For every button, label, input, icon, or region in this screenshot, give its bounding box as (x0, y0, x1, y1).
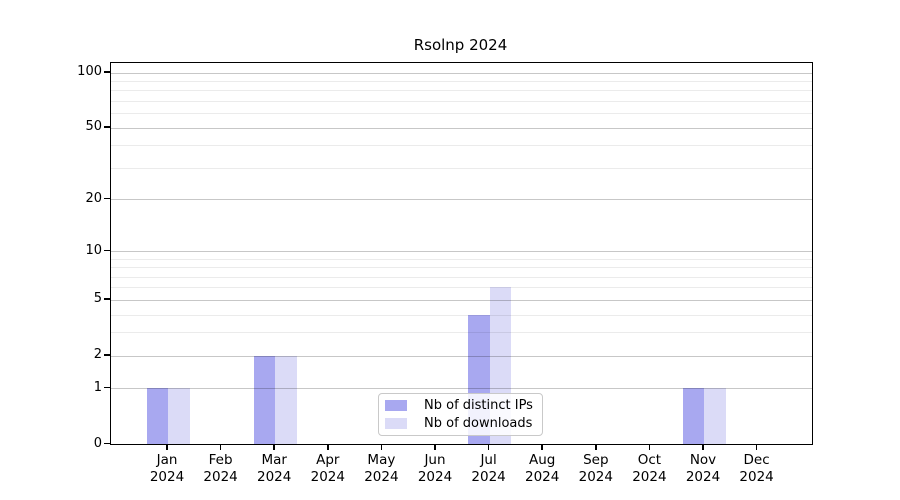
major-gridline (111, 127, 812, 129)
major-gridline (111, 199, 812, 201)
y-tick-label: 100 (77, 64, 102, 80)
chart-title: Rsolnp 2024 (413, 36, 508, 54)
x-tick-label-feb: Feb 2024 (203, 452, 238, 485)
x-tick-label-apr: Apr 2024 (310, 452, 345, 485)
major-gridline (111, 72, 812, 74)
major-gridline (111, 251, 812, 253)
y-tick-mark (104, 126, 110, 128)
legend-label: Nb of distinct IPs (424, 397, 533, 413)
bar-nov-downloads (704, 388, 726, 444)
bar-mar-ips (253, 355, 276, 444)
bar-jan-ips (146, 388, 168, 444)
x-tick-label-sep: Sep 2024 (578, 452, 613, 485)
minor-gridline (111, 332, 812, 334)
minor-gridline (111, 81, 812, 83)
minor-gridline (111, 101, 812, 103)
minor-gridline (111, 258, 812, 260)
y-tick-label: 50 (85, 119, 102, 135)
bar-mar-downloads (275, 355, 297, 444)
x-tick-mark (541, 444, 543, 450)
legend-swatch-distinct-ips (385, 399, 407, 411)
y-tick-label: 20 (85, 190, 102, 206)
bar-jan-downloads (168, 388, 190, 444)
major-gridline (111, 355, 812, 357)
y-tick-mark (104, 354, 110, 356)
y-tick-mark (104, 298, 110, 300)
y-tick-mark (104, 386, 110, 389)
legend-swatch-downloads (385, 418, 407, 430)
minor-gridline (111, 287, 812, 289)
major-gridline (111, 388, 812, 390)
minor-gridline (111, 167, 812, 169)
plot-area: Nb of distinct IPs Nb of downloads (110, 62, 813, 445)
x-tick-mark (380, 444, 383, 450)
x-tick-mark (273, 444, 275, 450)
y-tick-label: 5 (93, 291, 102, 307)
x-tick-label-may: May 2024 (364, 452, 399, 485)
x-tick-mark (755, 444, 758, 450)
minor-gridline (111, 314, 812, 316)
y-tick-label: 0 (93, 435, 102, 451)
x-tick-mark (434, 444, 436, 450)
bar-nov-ips (682, 388, 704, 444)
legend-entry: Nb of distinct IPs (379, 396, 542, 415)
x-tick-mark (166, 444, 168, 450)
x-tick-label-jan: Jan 2024 (149, 452, 185, 485)
x-tick-label-nov: Nov 2024 (685, 452, 721, 485)
x-tick-mark (702, 444, 704, 450)
x-tick-mark (487, 444, 490, 450)
y-tick-mark (104, 442, 110, 444)
x-tick-label-aug: Aug 2024 (525, 452, 560, 485)
x-tick-mark (648, 444, 651, 450)
x-tick-mark (219, 444, 222, 450)
x-tick-label-mar: Mar 2024 (257, 452, 292, 485)
x-tick-label-dec: Dec 2024 (739, 452, 774, 485)
minor-gridline (111, 267, 812, 269)
minor-gridline (111, 90, 812, 92)
legend-entry: Nb of downloads (379, 415, 542, 434)
y-tick-label: 1 (93, 379, 102, 395)
y-tick-mark (104, 249, 110, 252)
x-tick-label-jul: Jul 2024 (471, 452, 506, 485)
minor-gridline (111, 113, 812, 115)
major-gridline (111, 299, 812, 301)
y-tick-label: 2 (93, 347, 102, 363)
y-tick-mark (104, 197, 110, 200)
x-tick-label-jun: Jun 2024 (417, 452, 453, 485)
minor-gridline (111, 145, 812, 147)
y-tick-mark (104, 71, 110, 73)
x-tick-label-oct: Oct 2024 (632, 452, 667, 485)
legend: Nb of distinct IPs Nb of downloads (378, 393, 543, 436)
legend-label: Nb of downloads (424, 416, 533, 432)
x-tick-mark (327, 444, 329, 450)
minor-gridline (111, 276, 812, 278)
y-tick-label: 10 (85, 242, 102, 258)
x-tick-mark (595, 444, 597, 450)
